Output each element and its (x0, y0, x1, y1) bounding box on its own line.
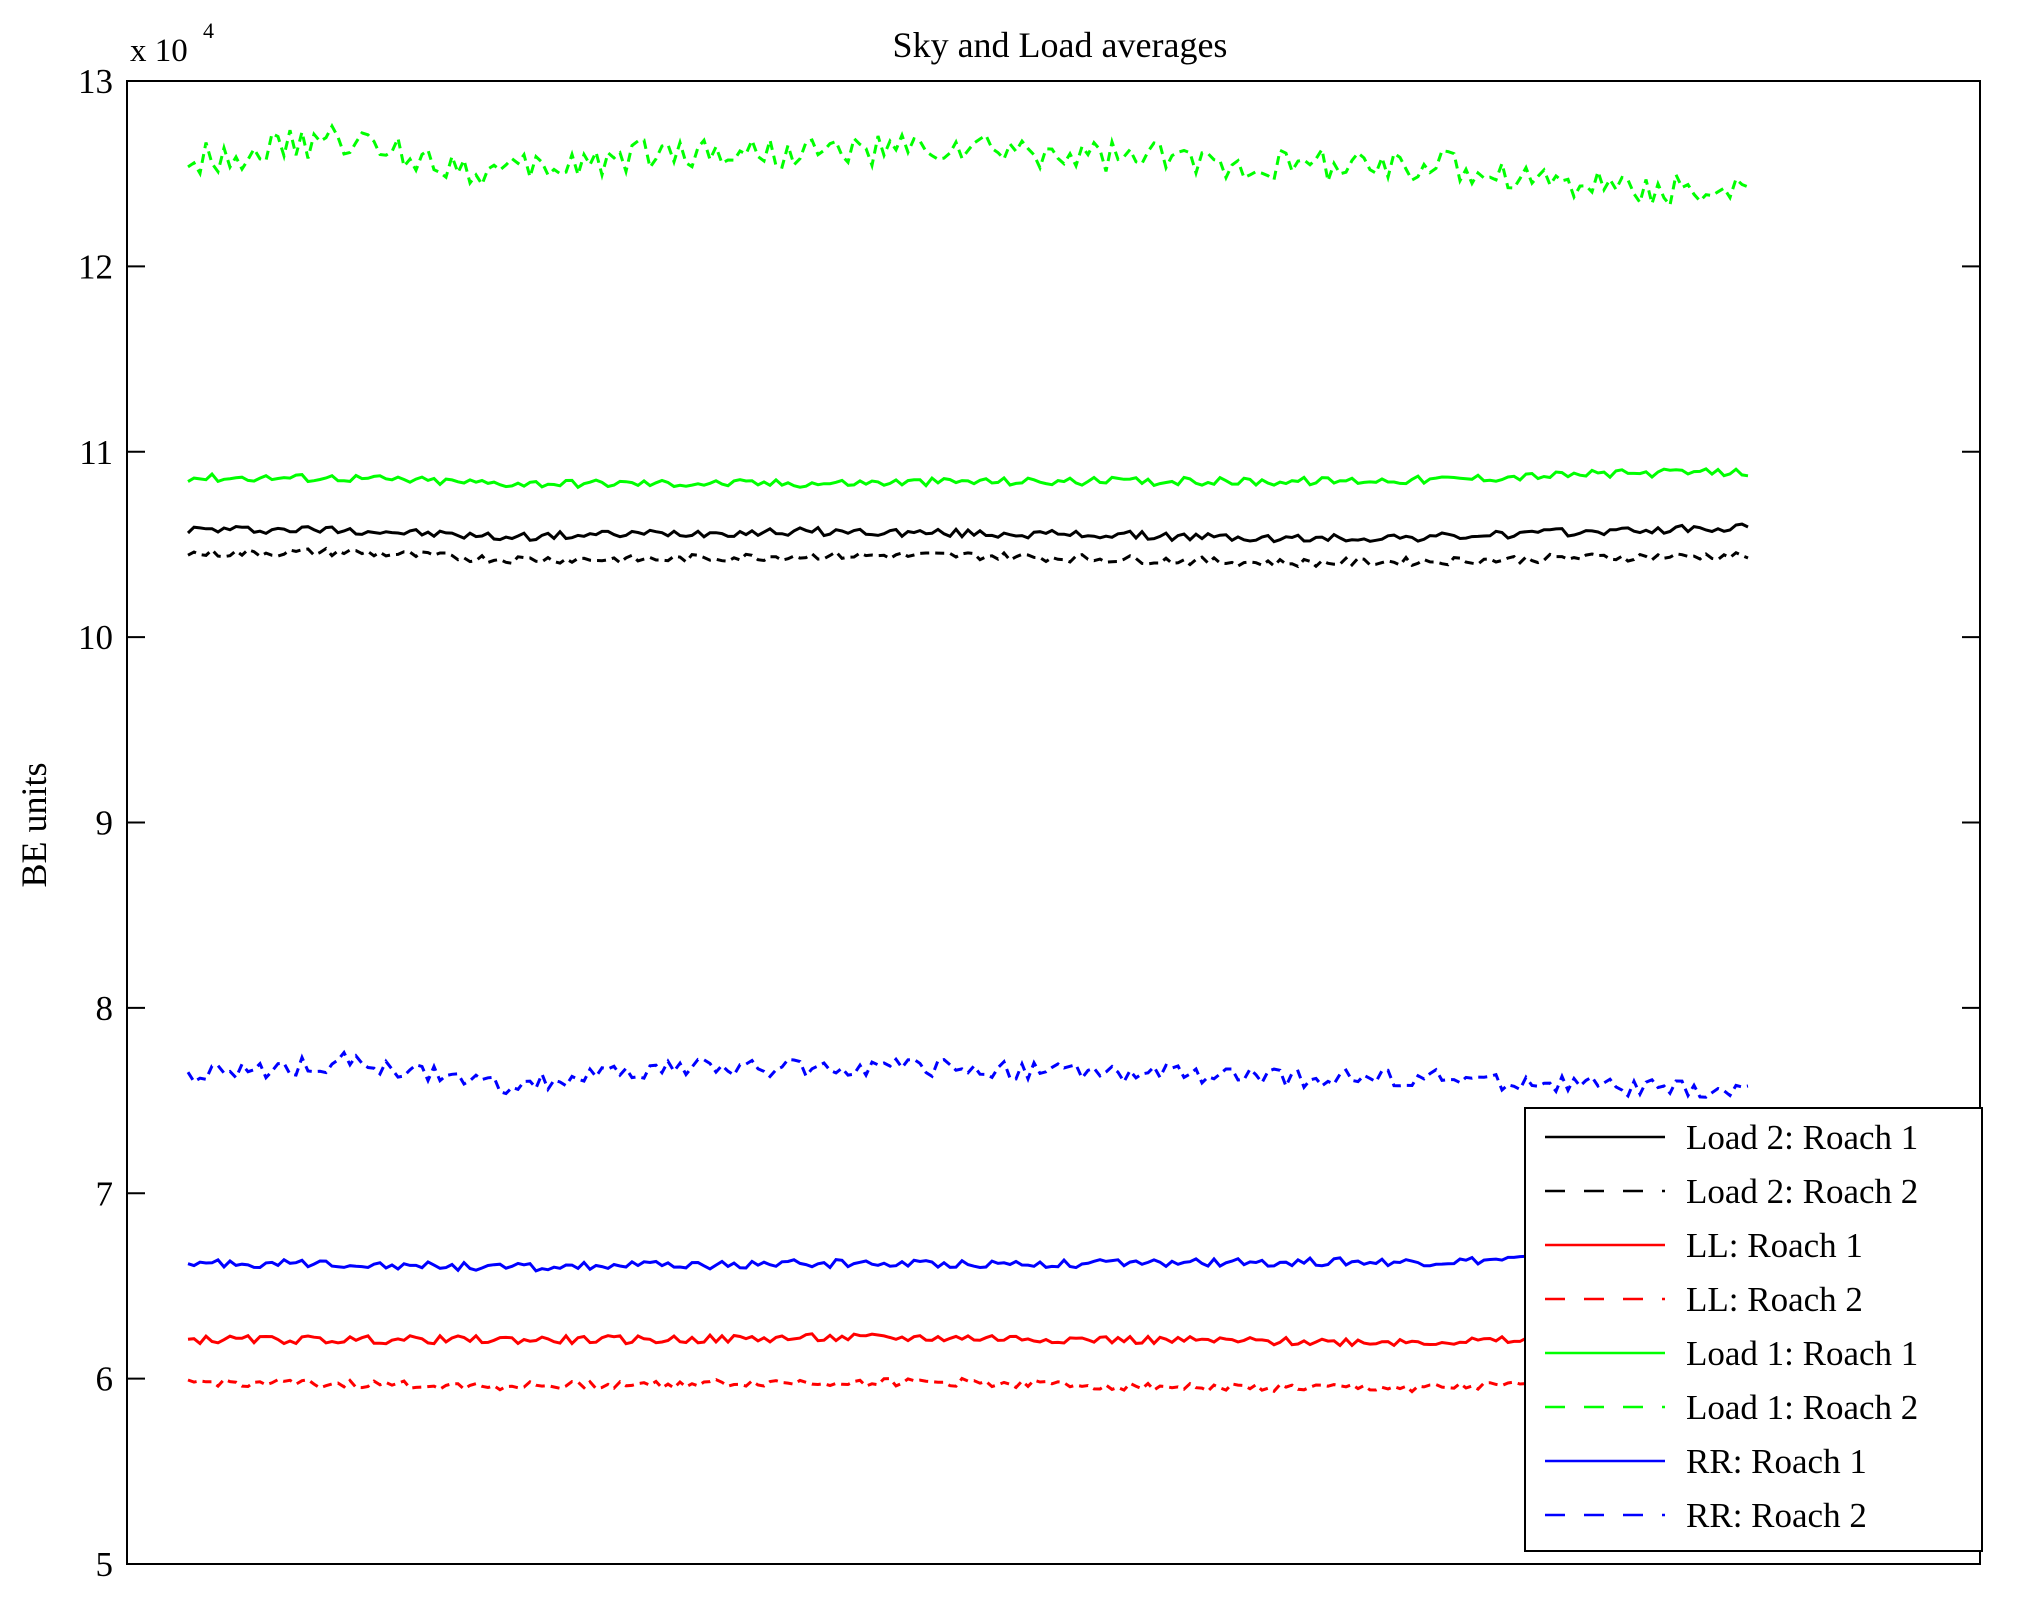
series-line (187, 546, 1749, 569)
legend-label: Load 1: Roach 1 (1686, 1334, 1918, 1373)
y-axis-exponent: x 10 4 (130, 18, 214, 69)
plot-frame (126, 80, 1981, 1565)
legend-item: RR: Roach 1 (1545, 1442, 1867, 1481)
series-ll-roach-1 (187, 1327, 1750, 1348)
y-tick-label: 7 (96, 1174, 114, 1213)
series-layer (186, 122, 1750, 1394)
series-rr-roach-2 (186, 1049, 1749, 1099)
series-load-1-roach-2 (187, 122, 1749, 210)
legend-item: Load 1: Roach 1 (1545, 1334, 1918, 1373)
y-exponent-power: 4 (203, 18, 214, 43)
legend-item: RR: Roach 2 (1545, 1496, 1867, 1535)
series-line (187, 1327, 1750, 1348)
legend-item: LL: Roach 1 (1545, 1226, 1863, 1265)
legend-item: Load 2: Roach 1 (1545, 1118, 1918, 1157)
series-load-2-roach-2 (187, 546, 1749, 569)
y-axis-ticks: 5 6 7 8 9 10 11 12 13 (78, 62, 1980, 1584)
series-line (187, 467, 1749, 490)
legend-label: LL: Roach 2 (1686, 1280, 1863, 1319)
legend: Load 2: Roach 1 Load 2: Roach 2 LL: Roach … (1524, 1107, 1983, 1552)
legend-items: Load 2: Roach 1 Load 2: Roach 2 LL: Roach … (1545, 1118, 1918, 1535)
y-axis-label: BE units (14, 762, 54, 887)
series-load-1-roach-1 (187, 467, 1749, 490)
y-tick-label: 9 (96, 804, 114, 843)
chart-title: Sky and Load averages (893, 25, 1228, 65)
y-tick-label: 12 (78, 247, 113, 286)
y-tick-label: 11 (79, 433, 113, 472)
series-line (187, 1244, 1749, 1273)
y-tick-label: 6 (96, 1360, 114, 1399)
legend-item: Load 2: Roach 2 (1545, 1172, 1918, 1211)
y-tick-label: 10 (78, 618, 113, 657)
series-line (186, 522, 1749, 544)
y-tick-label: 13 (78, 62, 113, 101)
series-rr-roach-1 (187, 1244, 1749, 1273)
legend-label: RR: Roach 1 (1686, 1442, 1867, 1481)
legend-item: LL: Roach 2 (1545, 1280, 1863, 1319)
series-line (187, 122, 1749, 210)
y-tick-label: 8 (96, 989, 114, 1028)
series-ll-roach-2 (187, 1370, 1749, 1394)
legend-item: Load 1: Roach 2 (1545, 1388, 1918, 1427)
legend-label: RR: Roach 2 (1686, 1496, 1867, 1535)
y-tick-label: 5 (96, 1545, 114, 1584)
legend-box (1524, 1107, 1983, 1552)
legend-label: Load 1: Roach 2 (1686, 1388, 1918, 1427)
legend-label: Load 2: Roach 1 (1686, 1118, 1918, 1157)
series-line (186, 1049, 1749, 1099)
legend-label: Load 2: Roach 2 (1686, 1172, 1918, 1211)
legend-label: LL: Roach 1 (1686, 1226, 1863, 1265)
y-exponent-label: x 10 (130, 33, 188, 69)
series-line (187, 1370, 1749, 1394)
series-load-2-roach-1 (186, 522, 1749, 544)
